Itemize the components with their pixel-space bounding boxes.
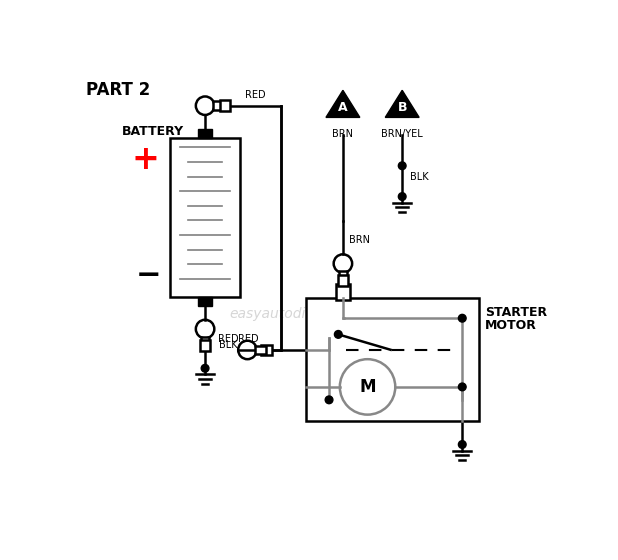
Text: easyautodiagnostics.com: easyautodiagnostics.com — [229, 306, 405, 320]
Bar — [200, 340, 211, 351]
Circle shape — [459, 383, 466, 391]
Bar — [198, 297, 212, 306]
Text: +: + — [131, 143, 159, 176]
Text: BLK: BLK — [410, 172, 428, 183]
Bar — [336, 284, 350, 300]
Circle shape — [399, 162, 406, 170]
Circle shape — [325, 396, 333, 404]
Bar — [198, 129, 212, 138]
Circle shape — [201, 365, 209, 372]
Circle shape — [340, 359, 396, 414]
Text: −: − — [135, 260, 161, 290]
Text: BLK: BLK — [219, 340, 237, 350]
Text: RED: RED — [238, 334, 258, 344]
Circle shape — [459, 441, 466, 449]
Text: BRN: BRN — [332, 129, 353, 139]
Text: MOTOR: MOTOR — [485, 319, 537, 333]
Bar — [201, 337, 210, 348]
Circle shape — [399, 193, 406, 200]
Bar — [306, 298, 479, 421]
Text: RED: RED — [245, 90, 266, 100]
Polygon shape — [326, 90, 360, 118]
Text: BRN/YEL: BRN/YEL — [381, 129, 423, 139]
Text: BATTERY: BATTERY — [122, 125, 184, 138]
Text: PART 2: PART 2 — [87, 81, 151, 99]
Circle shape — [459, 314, 466, 322]
Bar — [339, 271, 347, 282]
Bar — [170, 138, 240, 297]
Bar — [337, 275, 349, 286]
Text: B: B — [397, 101, 407, 114]
Text: STARTER: STARTER — [485, 306, 548, 319]
Bar — [220, 100, 231, 111]
Bar — [213, 101, 224, 110]
Text: RED: RED — [218, 334, 239, 344]
Bar — [261, 344, 272, 356]
Text: A: A — [338, 101, 348, 114]
Text: M: M — [359, 378, 376, 396]
Text: BRN: BRN — [349, 235, 370, 245]
Polygon shape — [385, 90, 419, 118]
Bar — [255, 346, 266, 354]
Circle shape — [334, 330, 342, 338]
